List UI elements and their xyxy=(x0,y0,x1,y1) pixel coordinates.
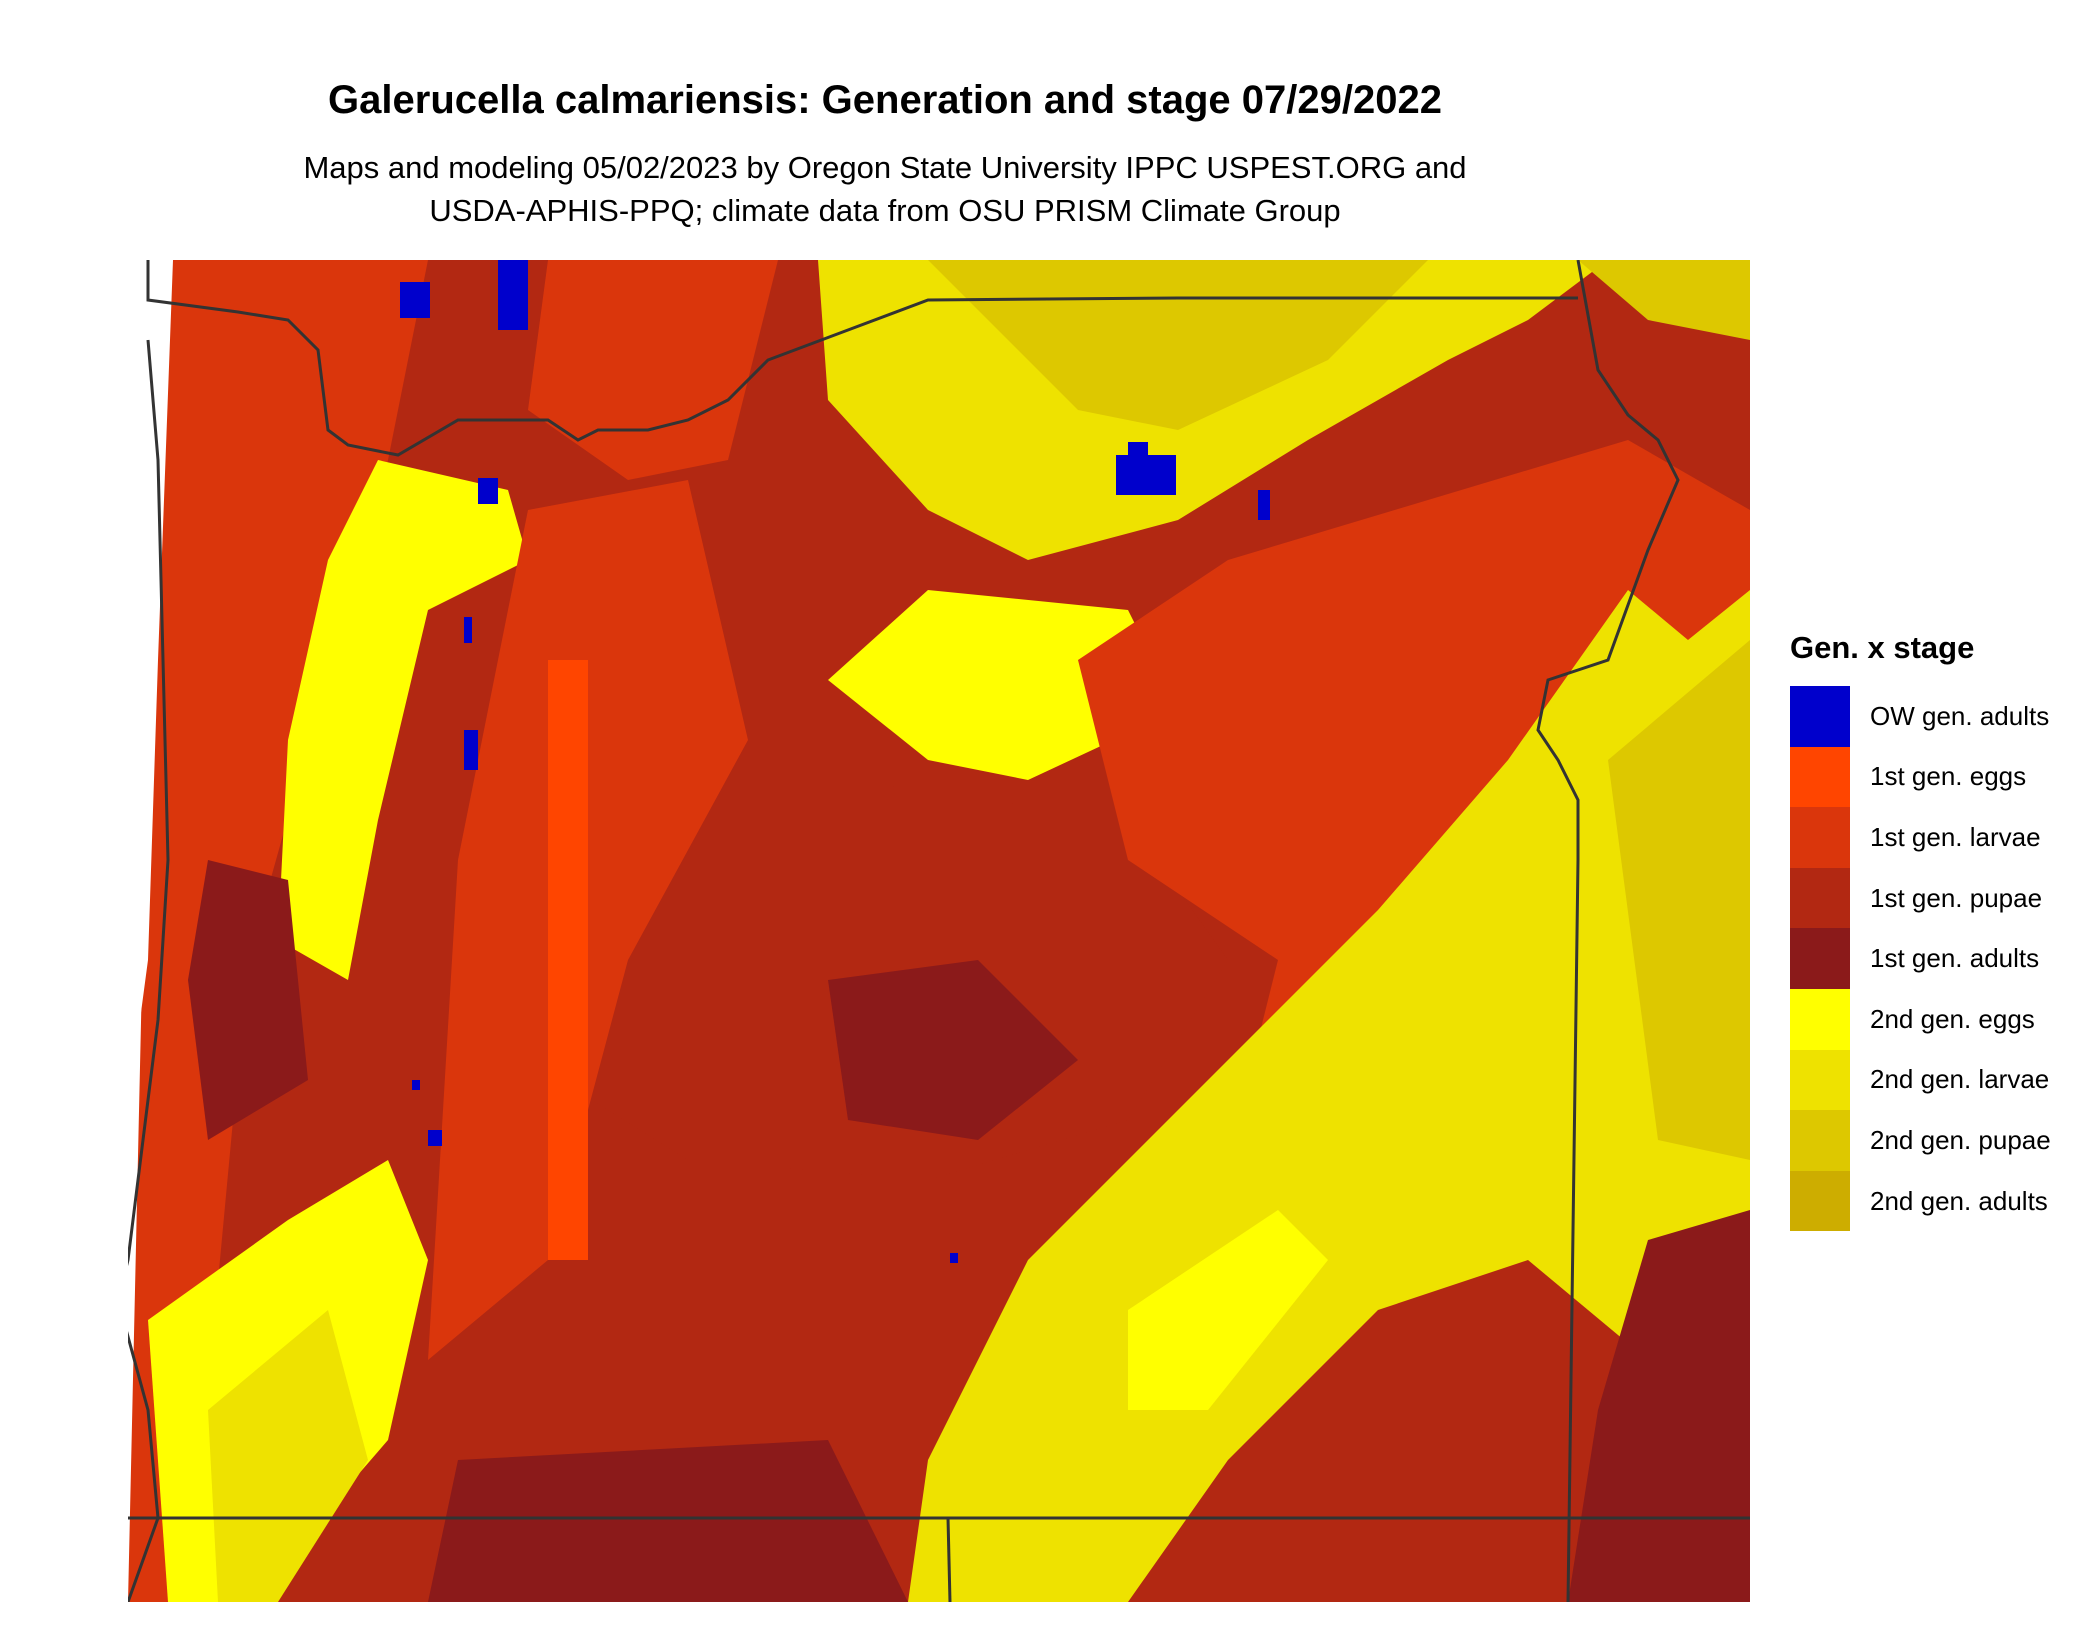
legend-swatch xyxy=(1790,928,1850,989)
oregon-idaho-border xyxy=(1536,260,1680,1602)
legend-label: 1st gen. pupae xyxy=(1870,882,2043,913)
legend-item: 2nd gen. pupae xyxy=(1790,1110,2051,1171)
region-central-adults xyxy=(828,960,1078,1140)
legend-label: 2nd gen. larvae xyxy=(1870,1064,2050,1095)
region-north-larvae xyxy=(528,260,778,480)
legend-item: 2nd gen. larvae xyxy=(1790,1049,2051,1111)
nevada-california-border xyxy=(946,1517,952,1602)
map-subtitle-line1: Maps and modeling 05/02/2023 by Oregon S… xyxy=(303,150,1467,185)
stage-map xyxy=(128,260,1750,1602)
region-columbia-pupae xyxy=(928,260,1428,430)
legend: Gen. x stage OW gen. adults 1st gen. eggs… xyxy=(1790,630,2051,1232)
legend-label: 2nd gen. eggs xyxy=(1870,1003,2035,1034)
legend-swatch xyxy=(1790,988,1850,1050)
region-southeast-larvae xyxy=(908,590,1750,1602)
legend-label: 2nd gen. pupae xyxy=(1870,1124,2051,1155)
region-southeast-adults xyxy=(1568,1210,1750,1602)
oregon-coastline xyxy=(128,339,170,1602)
legend-swatch xyxy=(1790,1049,1850,1111)
legend-label: 2nd gen. adults xyxy=(1870,1185,2048,1216)
legend-item: 1st gen. pupae xyxy=(1790,867,2051,929)
legend-label: 1st gen. adults xyxy=(1870,943,2040,974)
legend-item: 1st gen. eggs xyxy=(1790,746,2051,808)
legend-item: 2nd gen. adults xyxy=(1790,1170,2051,1232)
region-coast-range-adults xyxy=(188,860,308,1140)
map-title: Galerucella calmariensis: Generation and… xyxy=(328,78,1442,122)
region-west-larvae xyxy=(128,260,428,1602)
region-central-eggs xyxy=(828,590,1178,780)
region-snake-pupae xyxy=(1608,640,1750,1160)
legend-item: OW gen. adults xyxy=(1790,686,2051,747)
map-background-regions xyxy=(128,260,1750,1602)
legend-item: 1st gen. adults xyxy=(1790,928,2051,989)
region-klamath-adults xyxy=(428,1440,908,1602)
region-willamette-eggs xyxy=(278,460,528,980)
legend-swatch xyxy=(1790,1170,1850,1232)
legend-label: OW gen. adults xyxy=(1870,700,2050,731)
ow-adult-patches xyxy=(400,260,1270,1263)
legend-label: 1st gen. larvae xyxy=(1870,821,2041,852)
legend-swatch xyxy=(1790,867,1850,929)
legend-swatch xyxy=(1790,807,1850,868)
state-borders xyxy=(128,260,1750,1602)
legend-swatch xyxy=(1790,1110,1850,1171)
legend-swatch xyxy=(1790,746,1850,808)
legend-label: 1st gen. eggs xyxy=(1870,761,2027,792)
legend-item: 1st gen. larvae xyxy=(1790,807,2051,868)
legend-swatch xyxy=(1790,686,1850,747)
oregon-washington-border xyxy=(146,260,1578,457)
map-subtitle-line2: USDA-APHIS-PPQ; climate data from OSU PR… xyxy=(429,193,1341,228)
legend-item: 2nd gen. eggs xyxy=(1790,988,2051,1050)
region-cascades-eggs xyxy=(548,660,588,1260)
legend-title: Gen. x stage xyxy=(1790,630,1975,665)
